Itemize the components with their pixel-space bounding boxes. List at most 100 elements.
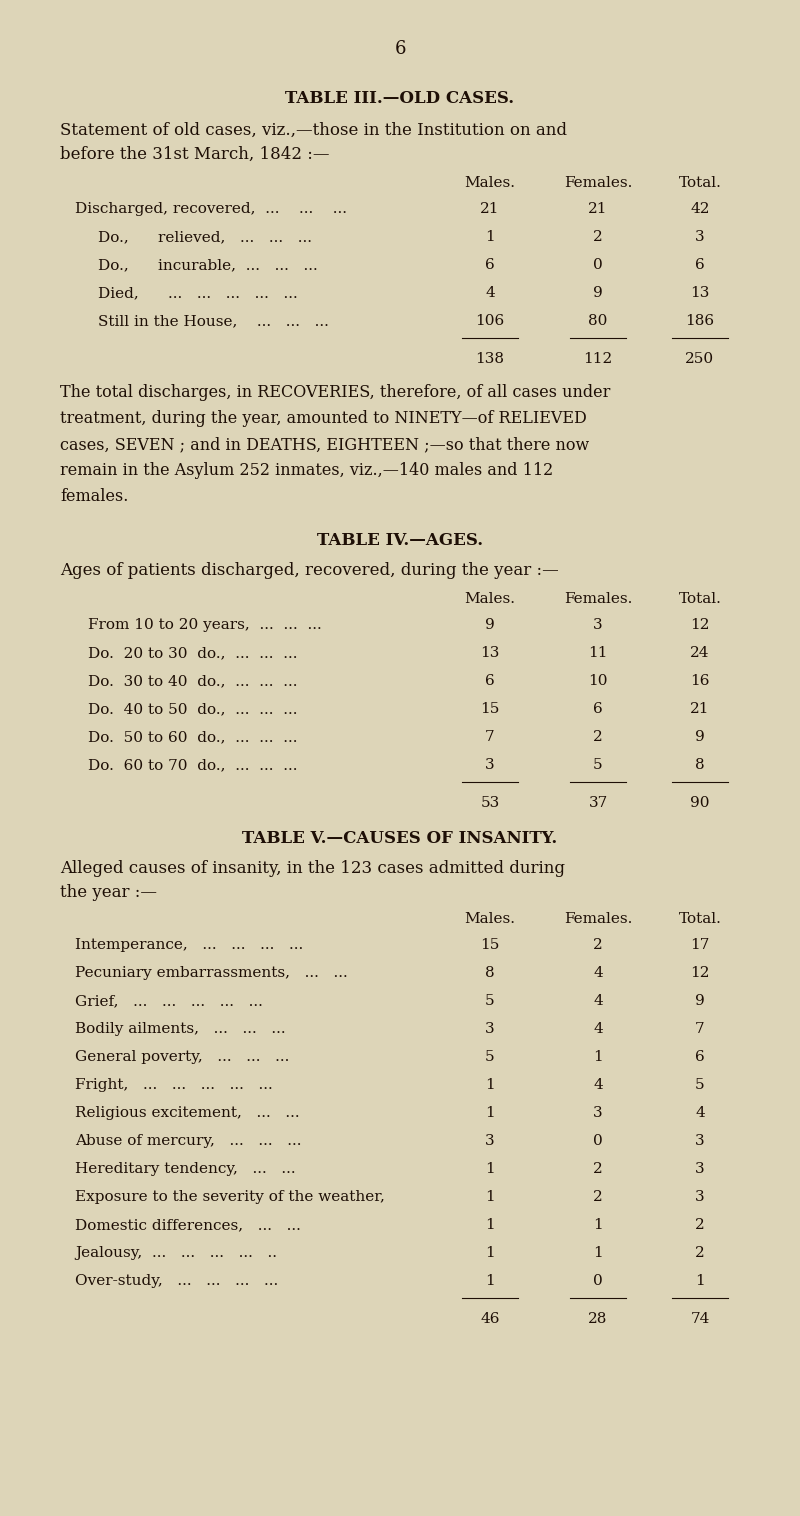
Text: before the 31st March, 1842 :—: before the 31st March, 1842 :— <box>60 146 330 164</box>
Text: Do.,      relieved,   ...   ...   ...: Do., relieved, ... ... ... <box>98 230 312 244</box>
Text: 2: 2 <box>593 1190 603 1204</box>
Text: 8: 8 <box>485 966 495 979</box>
Text: 1: 1 <box>695 1273 705 1289</box>
Text: Grief,   ...   ...   ...   ...   ...: Grief, ... ... ... ... ... <box>75 994 263 1008</box>
Text: 6: 6 <box>695 258 705 271</box>
Text: Intemperance,   ...   ...   ...   ...: Intemperance, ... ... ... ... <box>75 938 303 952</box>
Text: Still in the House,    ...   ...   ...: Still in the House, ... ... ... <box>98 314 329 327</box>
Text: The total discharges, in RECOVERIES, therefore, of all cases under: The total discharges, in RECOVERIES, the… <box>60 384 610 402</box>
Text: 16: 16 <box>690 675 710 688</box>
Text: cases, SEVEN ; and in DEATHS, EIGHTEEN ;—so that there now: cases, SEVEN ; and in DEATHS, EIGHTEEN ;… <box>60 437 590 453</box>
Text: 2: 2 <box>593 230 603 244</box>
Text: 3: 3 <box>485 1134 495 1148</box>
Text: 42: 42 <box>690 202 710 215</box>
Text: 3: 3 <box>485 1022 495 1035</box>
Text: Exposure to the severity of the weather,: Exposure to the severity of the weather, <box>75 1190 385 1204</box>
Text: Religious excitement,   ...   ...: Religious excitement, ... ... <box>75 1107 300 1120</box>
Text: 2: 2 <box>593 938 603 952</box>
Text: 1: 1 <box>485 1190 495 1204</box>
Text: 2: 2 <box>695 1217 705 1233</box>
Text: 5: 5 <box>695 1078 705 1092</box>
Text: 74: 74 <box>690 1311 710 1326</box>
Text: 4: 4 <box>593 966 603 979</box>
Text: 17: 17 <box>690 938 710 952</box>
Text: 9: 9 <box>695 994 705 1008</box>
Text: 9: 9 <box>593 287 603 300</box>
Text: Males.: Males. <box>465 593 515 606</box>
Text: treatment, during the year, amounted to NINETY—of RELIEVED: treatment, during the year, amounted to … <box>60 409 586 428</box>
Text: 4: 4 <box>485 287 495 300</box>
Text: Hereditary tendency,   ...   ...: Hereditary tendency, ... ... <box>75 1161 296 1176</box>
Text: Died,      ...   ...   ...   ...   ...: Died, ... ... ... ... ... <box>98 287 298 300</box>
Text: remain in the Asylum 252 inmates, viz.,—140 males and 112: remain in the Asylum 252 inmates, viz.,—… <box>60 462 554 479</box>
Text: 1: 1 <box>485 1217 495 1233</box>
Text: 13: 13 <box>690 287 710 300</box>
Text: Abuse of mercury,   ...   ...   ...: Abuse of mercury, ... ... ... <box>75 1134 302 1148</box>
Text: 21: 21 <box>588 202 608 215</box>
Text: females.: females. <box>60 488 128 505</box>
Text: 2: 2 <box>695 1246 705 1260</box>
Text: 106: 106 <box>475 314 505 327</box>
Text: From 10 to 20 years,  ...  ...  ...: From 10 to 20 years, ... ... ... <box>88 619 322 632</box>
Text: 0: 0 <box>593 1273 603 1289</box>
Text: Females.: Females. <box>564 176 632 190</box>
Text: 138: 138 <box>475 352 505 365</box>
Text: 28: 28 <box>588 1311 608 1326</box>
Text: Total.: Total. <box>678 176 722 190</box>
Text: 6: 6 <box>485 258 495 271</box>
Text: Total.: Total. <box>678 913 722 926</box>
Text: Females.: Females. <box>564 913 632 926</box>
Text: 4: 4 <box>593 1078 603 1092</box>
Text: 13: 13 <box>480 646 500 659</box>
Text: 4: 4 <box>695 1107 705 1120</box>
Text: Do.  20 to 30  do.,  ...  ...  ...: Do. 20 to 30 do., ... ... ... <box>88 646 298 659</box>
Text: 1: 1 <box>485 1078 495 1092</box>
Text: 3: 3 <box>593 619 603 632</box>
Text: Males.: Males. <box>465 913 515 926</box>
Text: Do.  40 to 50  do.,  ...  ...  ...: Do. 40 to 50 do., ... ... ... <box>88 702 298 716</box>
Text: 3: 3 <box>593 1107 603 1120</box>
Text: TABLE III.—OLD CASES.: TABLE III.—OLD CASES. <box>286 89 514 108</box>
Text: 3: 3 <box>695 1190 705 1204</box>
Text: 1: 1 <box>593 1217 603 1233</box>
Text: 1: 1 <box>593 1246 603 1260</box>
Text: 6: 6 <box>695 1051 705 1064</box>
Text: General poverty,   ...   ...   ...: General poverty, ... ... ... <box>75 1051 290 1064</box>
Text: 46: 46 <box>480 1311 500 1326</box>
Text: 6: 6 <box>394 39 406 58</box>
Text: Statement of old cases, viz.,—those in the Institution on and: Statement of old cases, viz.,—those in t… <box>60 121 567 139</box>
Text: 80: 80 <box>588 314 608 327</box>
Text: 186: 186 <box>686 314 714 327</box>
Text: 90: 90 <box>690 796 710 810</box>
Text: 1: 1 <box>485 1107 495 1120</box>
Text: 2: 2 <box>593 731 603 744</box>
Text: Bodily ailments,   ...   ...   ...: Bodily ailments, ... ... ... <box>75 1022 286 1035</box>
Text: Females.: Females. <box>564 593 632 606</box>
Text: Alleged causes of insanity, in the 123 cases admitted during: Alleged causes of insanity, in the 123 c… <box>60 860 565 876</box>
Text: 1: 1 <box>485 230 495 244</box>
Text: Jealousy,  ...   ...   ...   ...   ..: Jealousy, ... ... ... ... .. <box>75 1246 277 1260</box>
Text: 1: 1 <box>485 1161 495 1176</box>
Text: 3: 3 <box>695 1161 705 1176</box>
Text: Do.  30 to 40  do.,  ...  ...  ...: Do. 30 to 40 do., ... ... ... <box>88 675 298 688</box>
Text: 112: 112 <box>583 352 613 365</box>
Text: 3: 3 <box>695 230 705 244</box>
Text: Do.  60 to 70  do.,  ...  ...  ...: Do. 60 to 70 do., ... ... ... <box>88 758 298 772</box>
Text: 250: 250 <box>686 352 714 365</box>
Text: 4: 4 <box>593 1022 603 1035</box>
Text: 3: 3 <box>485 758 495 772</box>
Text: 5: 5 <box>485 994 495 1008</box>
Text: Fright,   ...   ...   ...   ...   ...: Fright, ... ... ... ... ... <box>75 1078 273 1092</box>
Text: Domestic differences,   ...   ...: Domestic differences, ... ... <box>75 1217 301 1233</box>
Text: 0: 0 <box>593 1134 603 1148</box>
Text: 9: 9 <box>485 619 495 632</box>
Text: 10: 10 <box>588 675 608 688</box>
Text: 21: 21 <box>480 202 500 215</box>
Text: 21: 21 <box>690 702 710 716</box>
Text: 37: 37 <box>588 796 608 810</box>
Text: 7: 7 <box>485 731 495 744</box>
Text: 11: 11 <box>588 646 608 659</box>
Text: Discharged, recovered,  ...    ...    ...: Discharged, recovered, ... ... ... <box>75 202 347 215</box>
Text: 1: 1 <box>593 1051 603 1064</box>
Text: Ages of patients discharged, recovered, during the year :—: Ages of patients discharged, recovered, … <box>60 562 558 579</box>
